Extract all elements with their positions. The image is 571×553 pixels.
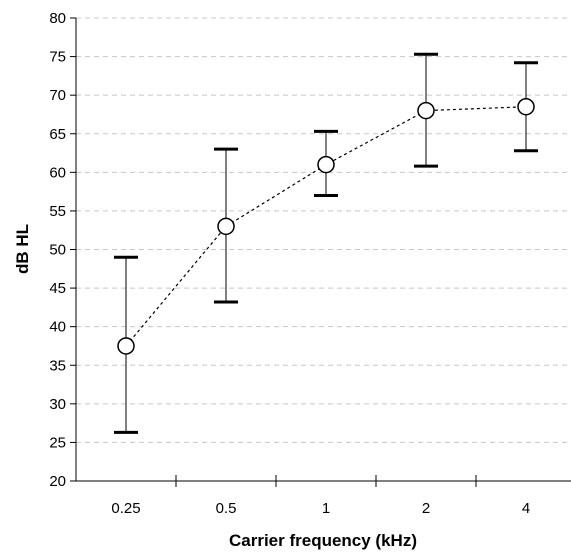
y-tick-label: 45 bbox=[49, 280, 66, 297]
data-point bbox=[417, 101, 435, 120]
y-tick-label: 60 bbox=[49, 164, 66, 181]
data-point bbox=[217, 217, 235, 236]
grid-lines bbox=[76, 17, 571, 443]
y-tick-label: 75 bbox=[49, 49, 66, 66]
y-tick-label: 50 bbox=[49, 242, 66, 259]
y-tick-label: 30 bbox=[49, 396, 66, 413]
x-axis-title: Carrier frequency (kHz) bbox=[229, 531, 417, 550]
x-ticks: 0.25 0.5 1 2 4 bbox=[111, 475, 530, 517]
data-point bbox=[317, 155, 335, 174]
y-tick-label: 80 bbox=[49, 10, 66, 27]
y-axis-title: dB HL bbox=[13, 224, 32, 274]
y-tick-label: 40 bbox=[49, 319, 66, 336]
data-series bbox=[114, 52, 538, 434]
y-ticks: 20 25 30 35 40 45 50 55 60 65 70 75 80 bbox=[49, 10, 76, 490]
y-tick-label: 70 bbox=[49, 87, 66, 104]
x-tick-label: 2 bbox=[422, 500, 430, 517]
series-line bbox=[125, 106, 527, 347]
data-point bbox=[517, 97, 535, 116]
x-tick-label: 0.25 bbox=[111, 500, 140, 517]
x-tick-label: 0.5 bbox=[216, 500, 237, 517]
data-point bbox=[117, 337, 135, 355]
y-tick-label: 35 bbox=[49, 357, 66, 374]
y-tick-label: 65 bbox=[49, 126, 66, 143]
x-tick-label: 1 bbox=[322, 500, 330, 517]
x-tick-label: 4 bbox=[522, 500, 530, 517]
y-tick-label: 20 bbox=[49, 473, 66, 490]
y-tick-label: 25 bbox=[49, 434, 66, 451]
y-tick-label: 55 bbox=[49, 203, 66, 220]
